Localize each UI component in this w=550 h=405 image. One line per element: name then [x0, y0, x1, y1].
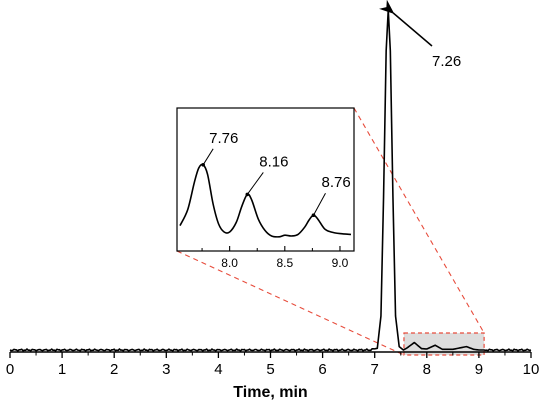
- inset-x-tick-label: 8.5: [276, 256, 293, 270]
- x-tick-label: 5: [266, 361, 274, 378]
- x-axis-ticks: 0 1 2 3 4 5 6 7 8 9 10: [6, 352, 540, 378]
- x-tick-label: 4: [214, 361, 222, 378]
- peak-annotation-arrow: [379, 0, 433, 47]
- inset-peak-annotations: 7.76 8.16 8.76: [201, 130, 351, 217]
- zoom-connector-line-right: [353, 107, 485, 334]
- x-tick-label: 7: [371, 361, 379, 378]
- inset-peak-marker: [245, 192, 250, 197]
- inset-x-tick-label: 9.0: [332, 256, 349, 270]
- x-tick-label: 1: [58, 361, 66, 378]
- inset-peak-pointer: [313, 192, 326, 216]
- inset-peak-label: 8.16: [259, 153, 288, 170]
- inset-x-axis-ticks: 8.0 8.5 9.0: [201, 246, 349, 270]
- x-axis-title: Time, min: [233, 384, 307, 401]
- inset-peak-pointer: [202, 148, 214, 166]
- inset-peak-marker: [201, 163, 205, 167]
- x-tick-label: 2: [110, 361, 118, 378]
- peak-label-7-26: 7.26: [432, 53, 461, 70]
- chromatogram-trace: [9, 9, 532, 352]
- x-tick-label: 9: [475, 361, 483, 378]
- inset-peak-marker: [311, 213, 316, 217]
- x-tick-label: 3: [162, 361, 170, 378]
- inset-zoom-plot: 8.0 8.5 9.0 7.76 8.16 8.76: [176, 107, 355, 270]
- inset-peak-label: 8.76: [321, 174, 350, 191]
- zoom-connector-line-left: [176, 250, 405, 356]
- x-tick-label: 8: [423, 361, 431, 378]
- inset-peak-pointer: [246, 172, 264, 195]
- inset-x-tick-label: 8.0: [221, 256, 238, 270]
- x-tick-label: 0: [6, 361, 14, 378]
- x-tick-label: 10: [523, 361, 540, 378]
- inset-peak-label: 7.76: [209, 130, 238, 147]
- x-tick-label: 6: [318, 361, 326, 378]
- inset-frame: [176, 107, 355, 252]
